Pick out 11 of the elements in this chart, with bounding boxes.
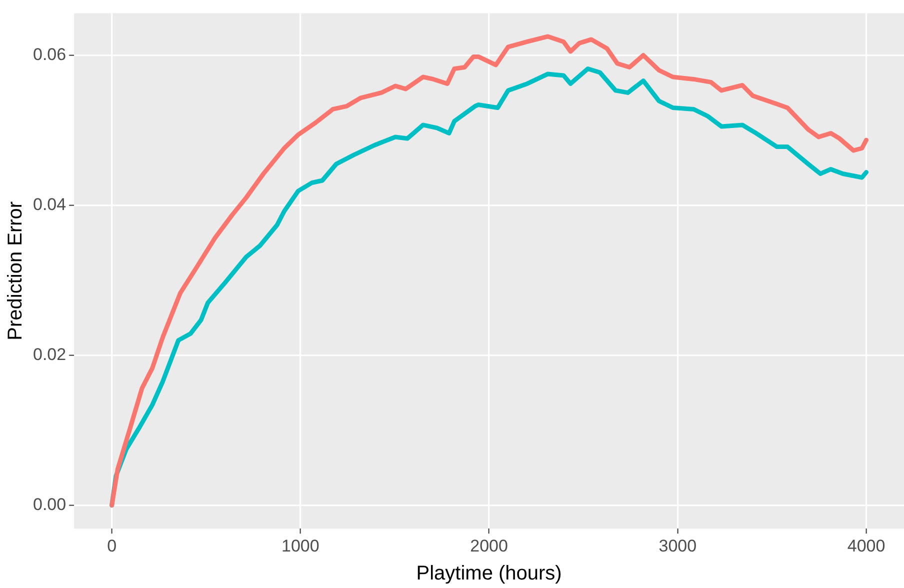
x-tick-label: 3000: [658, 536, 697, 556]
y-tick-label: 0.02: [32, 344, 66, 364]
y-tick-label: 0.00: [32, 495, 66, 514]
x-axis-title: Playtime (hours): [416, 562, 562, 585]
x-tick-label: 4000: [847, 536, 886, 556]
x-tick-label: 2000: [470, 536, 508, 556]
x-tick-label: 1000: [282, 536, 320, 556]
x-tick-label: 0: [107, 536, 117, 556]
y-axis-title: Prediction Error: [4, 201, 27, 340]
y-tick-label: 0.04: [32, 194, 66, 214]
y-tick-label: 0.06: [32, 44, 66, 64]
